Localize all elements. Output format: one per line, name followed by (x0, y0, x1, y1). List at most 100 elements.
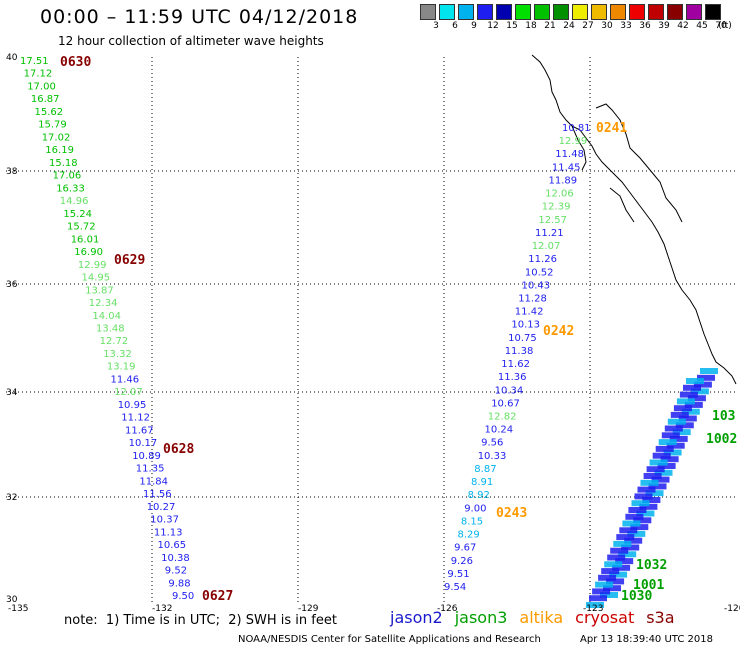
colorbar-swatch (515, 4, 531, 20)
map-gridlines (6, 57, 736, 603)
swh-value-west: 12.34 (89, 298, 118, 309)
swh-dense-mark (624, 537, 643, 544)
swh-dense-mark (661, 432, 680, 439)
swh-value-central: 9.56 (481, 438, 503, 449)
swh-dense-mark (679, 391, 698, 398)
swh-dense-mark (648, 483, 667, 490)
swh-value-west: 10.95 (118, 400, 147, 411)
swh-dense-mark (664, 425, 683, 432)
swh-value-west: 10.27 (147, 502, 176, 513)
swh-dense-mark (628, 507, 647, 513)
swh-value-west: 10.89 (132, 451, 161, 462)
swh-dense-mark (693, 381, 712, 388)
x-tick-label: -132 (152, 604, 172, 614)
swh-value-west: 9.88 (168, 578, 190, 589)
swh-value-west: 16.90 (74, 247, 103, 258)
swh-value-central: 12.39 (542, 202, 571, 213)
swh-dense-mark (681, 408, 700, 415)
colorbar-unit: (ft) (718, 21, 732, 31)
swh-value-west: 17.51 (20, 56, 49, 67)
swh-dense-mark (595, 581, 614, 588)
swh-value-west: 17.12 (24, 69, 53, 80)
colorbar-label: 39 (658, 21, 670, 31)
generated-timestamp: Apr 13 18:39:40 UTC 2018 (580, 634, 713, 645)
swh-dense-mark (615, 558, 634, 565)
legend-jason3: jason3 (454, 608, 508, 627)
swh-dense-mark (621, 544, 640, 551)
swh-value-central: 12.82 (488, 412, 517, 423)
swh-dense-mark (652, 452, 671, 459)
swh-value-west: 13.32 (103, 349, 132, 360)
pass-time-label: 0243 (496, 506, 527, 521)
coastline-inland (595, 103, 683, 223)
satellite-legend: jason2 jason3 altika cryosat s3a (390, 608, 687, 627)
swh-value-central: 8.87 (474, 464, 496, 475)
y-tick-label: 40 (6, 53, 18, 63)
swh-value-central: 11.48 (555, 149, 584, 160)
swh-dense-mark (687, 395, 706, 402)
swh-value-central: 12.07 (532, 241, 561, 252)
colorbar-swatch (572, 4, 588, 20)
swh-dense-mark (630, 524, 649, 531)
swh-value-central: 11.42 (515, 307, 544, 318)
pass-time-label: 0630 (60, 55, 91, 70)
swh-dense-mark (613, 540, 632, 547)
swh-dense-mark (657, 463, 676, 469)
swh-value-west: 12.99 (78, 260, 107, 271)
pass-time-label: 103 (712, 409, 735, 424)
colorbar-label: 33 (620, 21, 632, 31)
x-tick-label: -129 (298, 604, 319, 614)
swh-value-west: 17.02 (42, 132, 71, 143)
legend-altika: altika (519, 608, 564, 627)
pass-time-labels: 0630 0629 0628 0627 0241 0242 0243 1032 10011030… (60, 55, 737, 604)
swh-dense-mark (631, 500, 650, 507)
y-tick-label: 30 (6, 595, 18, 605)
swh-value-west: 15.62 (35, 107, 64, 118)
swh-value-central: 12.06 (545, 189, 574, 200)
swh-value-west: 14.96 (60, 196, 89, 207)
swh-value-west: 11.12 (121, 413, 150, 424)
swh-value-west: 14.04 (92, 311, 121, 322)
colorbar-label: 45 (696, 21, 708, 31)
swh-dense-mark (609, 571, 628, 578)
colorbar-legend: 3 6 9 12 15 18 21 24 27 30 33 36 39 42 45 70 (ft) (420, 4, 732, 38)
colorbar-swatch (610, 4, 626, 20)
credit-line: NOAA/NESDIS Center for Satellite Applica… (238, 634, 541, 645)
swh-value-central: 10.67 (491, 398, 520, 409)
swh-dense-mark (633, 517, 652, 524)
colorbar-label: 30 (601, 21, 613, 31)
swh-dense-mark (637, 486, 656, 493)
swh-dense-mark (627, 530, 646, 537)
swh-value-west: 11.46 (111, 375, 140, 386)
y-tick-label: 34 (6, 388, 18, 398)
swh-value-central: 11.89 (549, 176, 578, 187)
swh-dense-mark (639, 503, 658, 510)
colorbar-swatch (686, 4, 702, 20)
swh-value-west: 10.17 (129, 438, 158, 449)
colorbar-swatch (420, 4, 436, 20)
pass-time-label: 1032 (636, 558, 667, 573)
colorbar-swatch (439, 4, 455, 20)
pass-time-label: 0628 (163, 442, 194, 457)
swh-value-central: 11.36 (498, 372, 527, 383)
colorbar-label: 6 (452, 21, 458, 31)
colorbar-label: 15 (506, 21, 518, 31)
colorbar-label: 27 (582, 21, 594, 31)
legend-cryosat: cryosat (575, 608, 635, 627)
swh-value-central: 10.13 (511, 320, 540, 331)
swh-value-central: 11.38 (505, 346, 534, 357)
swh-dense-mark (607, 554, 626, 561)
swh-value-central: 8.15 (461, 516, 483, 527)
page-title: 00:00 – 11:59 UTC 04/12/2018 (40, 6, 359, 28)
pass-time-label: 1001 (633, 578, 664, 593)
swh-value-central: 9.26 (451, 556, 473, 567)
swh-value-central: 10.81 (562, 123, 591, 134)
swh-value-west: 15.72 (67, 222, 96, 233)
swh-value-west: 12.72 (100, 336, 129, 347)
swh-value-central: 8.92 (468, 490, 490, 501)
swh-value-west: 15.24 (63, 209, 92, 220)
swh-dense-mark (645, 490, 664, 497)
colorbar-label: 18 (525, 21, 537, 31)
swh-dense-mark (658, 439, 677, 446)
y-tick-label: 32 (6, 493, 17, 503)
